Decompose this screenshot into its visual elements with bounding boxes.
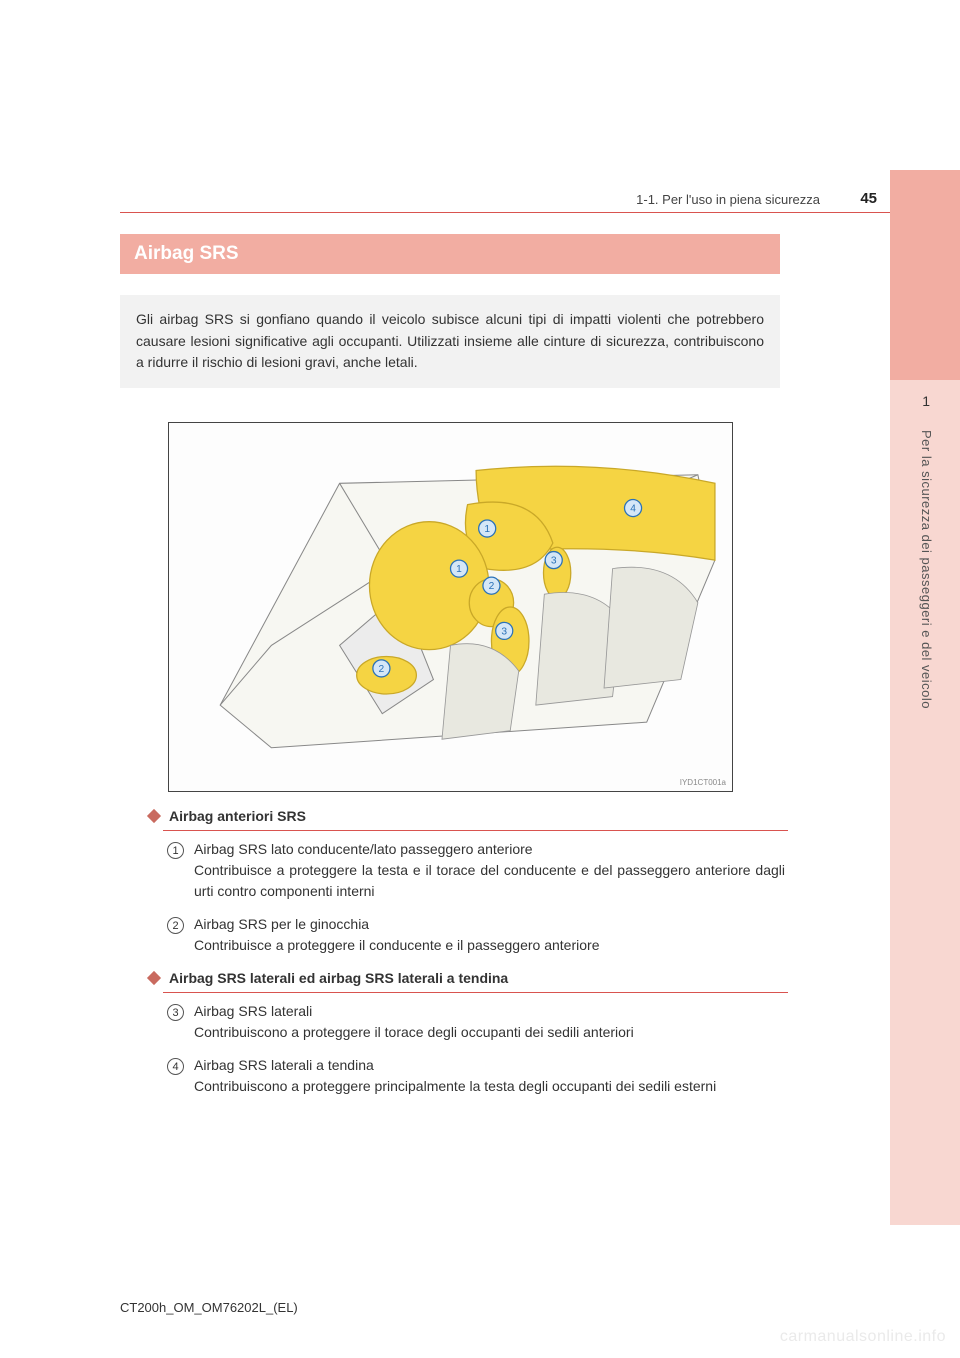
page-number: 45 [860,190,877,207]
body-content: Airbag anteriori SRS 1 Airbag SRS lato con… [145,808,785,1111]
list-item-title: Airbag SRS laterali a tendina [194,1057,785,1073]
diagram-callout-number: 4 [630,503,636,514]
list-item-number: 2 [167,917,184,934]
diagram-callout-number: 2 [379,664,385,675]
airbag-diagram-svg: 1 1 2 2 3 3 4 [169,423,732,791]
section-heading-bar: Airbag SRS [120,234,780,274]
side-tab-accent [890,170,960,380]
diagram-callout-number: 2 [489,581,495,592]
list-item: 1 Airbag SRS lato conducente/lato passegg… [167,841,785,902]
figure-code: IYD1CT001a [680,778,726,787]
list-item-number: 3 [167,1004,184,1021]
list-item-desc: Contribuiscono a proteggere il torace de… [194,1022,785,1043]
section-heading-text: Airbag SRS [134,243,239,265]
footer-code: CT200h_OM_OM76202L_(EL) [120,1300,298,1315]
watermark: carmanualsonline.info [780,1328,946,1346]
intro-box: Gli airbag SRS si gonfiano quando il vei… [120,295,780,388]
list-item-body: Airbag SRS lato conducente/lato passegge… [194,841,785,902]
list-item-desc: Contribuiscono a proteggere principalmen… [194,1076,785,1097]
list-item: 2 Airbag SRS per le ginocchia Contribuisce… [167,916,785,956]
list-item-title: Airbag SRS per le ginocchia [194,916,785,932]
list-item-title: Airbag SRS lato conducente/lato passegge… [194,841,785,857]
list-item: 3 Airbag SRS laterali Contribuiscono a pro… [167,1003,785,1043]
list-item-number: 1 [167,842,184,859]
list-item-number: 4 [167,1058,184,1075]
header-rule [120,212,890,213]
subsection-rule [163,992,788,993]
diagram-callout-number: 1 [484,524,490,535]
side-tab-chapter-number: 1 [922,393,930,409]
breadcrumb: 1-1. Per l'uso in piena sicurezza [636,192,820,207]
diagram-callout-number: 3 [551,555,557,566]
side-tab-chapter-title: Per la sicurezza dei passeggeri e del ve… [919,430,934,709]
diagram-callout-number: 3 [501,626,507,637]
subsection-rule [163,830,788,831]
airbag-diagram: 1 1 2 2 3 3 4 IYD1CT001a [168,422,733,792]
list-item-title: Airbag SRS laterali [194,1003,785,1019]
list-item-body: Airbag SRS laterali Contribuiscono a prot… [194,1003,785,1043]
diamond-bullet-icon [147,809,161,823]
diamond-bullet-icon [147,971,161,985]
subsection-header: Airbag anteriori SRS [145,808,785,824]
list-item-desc: Contribuisce a proteggere la testa e il … [194,860,785,902]
subsection-title: Airbag SRS laterali ed airbag SRS latera… [169,970,508,986]
list-item-body: Airbag SRS per le ginocchia Contribuisce … [194,916,785,956]
diagram-callout-number: 1 [456,564,462,575]
list-item-body: Airbag SRS laterali a tendina Contribuisc… [194,1057,785,1097]
subsection-header: Airbag SRS laterali ed airbag SRS latera… [145,970,785,986]
list-item-desc: Contribuisce a proteggere il conducente … [194,935,785,956]
list-item: 4 Airbag SRS laterali a tendina Contribuis… [167,1057,785,1097]
subsection-title: Airbag anteriori SRS [169,808,306,824]
